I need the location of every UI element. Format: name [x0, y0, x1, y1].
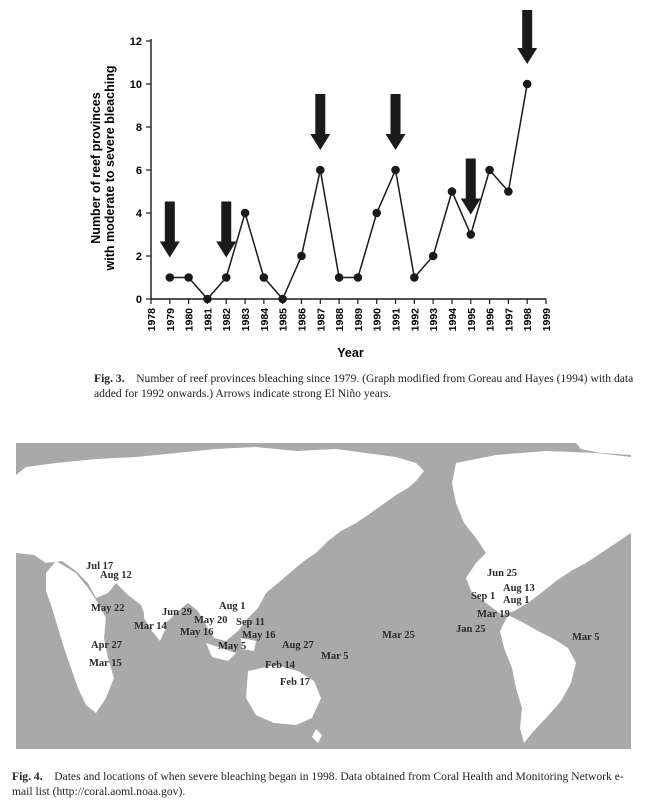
data-point — [391, 165, 400, 175]
map-date-label: May 16 — [180, 627, 214, 638]
y-axis-title-line: with moderate to severe bleaching — [103, 66, 117, 272]
map-date-label: Aug 1 — [503, 595, 530, 606]
y-axis: 0 2 4 6 8 10 12 — [130, 36, 152, 306]
map-date-label: Mar 25 — [382, 630, 415, 641]
data-point — [184, 273, 193, 282]
el-nino-arrow — [460, 158, 481, 215]
world-bleaching-map: Jul 17 Aug 12 May 22 Jun 29 Aug 1 May 20 Sep 1… — [16, 443, 631, 749]
y-tick-label: 12 — [130, 36, 142, 48]
map-date-label: Jul 17 — [86, 561, 114, 572]
x-tick-label: 1993 — [428, 308, 440, 332]
map-date-label: Jun 29 — [162, 607, 193, 618]
x-tick-label: 1992 — [409, 308, 421, 332]
x-tick-label: 1979 — [165, 308, 177, 332]
el-nino-arrow — [385, 94, 406, 150]
data-point — [485, 165, 494, 175]
series-line — [169, 83, 528, 301]
map-date-label: May 16 — [242, 630, 276, 641]
land-masses — [16, 443, 631, 743]
data-point — [315, 165, 325, 175]
map-date-label: Aug 13 — [503, 583, 535, 594]
data-point — [372, 208, 382, 218]
map-date-label: Sep 1 — [471, 591, 496, 602]
y-tick-label: 8 — [136, 122, 142, 134]
map-date-label: Mar 14 — [134, 621, 167, 632]
data-point — [297, 251, 306, 261]
el-nino-arrow — [216, 201, 237, 258]
data-point — [240, 208, 250, 218]
data-point — [221, 273, 231, 282]
x-tick-label: 1991 — [391, 308, 403, 332]
data-point — [165, 273, 175, 282]
x-tick-label: 1983 — [240, 308, 252, 332]
x-tick-label: 1989 — [353, 308, 365, 332]
map-date-label: Aug 1 — [219, 601, 246, 612]
x-tick-label: 1988 — [334, 308, 346, 332]
map-date-label: Aug 12 — [100, 570, 132, 581]
world-map-graphic — [16, 443, 631, 749]
data-point — [428, 251, 438, 261]
data-point — [504, 187, 513, 196]
map-date-label: Mar 15 — [89, 658, 122, 669]
figure-3-label: Fig. 3. — [94, 372, 125, 385]
y-axis-title-line: Number of reef provinces — [89, 92, 103, 243]
figure-4-label: Fig. 4. — [12, 770, 43, 783]
map-date-label: Jan 25 — [456, 624, 486, 635]
x-tick-label: 1986 — [296, 308, 308, 332]
figure-4-caption: Fig. 4. Dates and locations of when seve… — [12, 769, 642, 799]
data-point — [447, 187, 457, 196]
y-axis-title: Number of reef provinceswith moderate to… — [89, 66, 117, 272]
data-point — [203, 294, 212, 304]
figure-3-caption: Fig. 3. Number of reef provinces bleachi… — [94, 371, 634, 401]
map-date-label: May 20 — [194, 615, 228, 626]
x-tick-label: 1990 — [372, 308, 384, 332]
y-tick-label: 10 — [130, 79, 142, 91]
map-date-label: May 22 — [91, 603, 125, 614]
x-tick-label: 1987 — [315, 308, 327, 332]
map-date-label: Mar 5 — [572, 632, 600, 643]
x-tick-label: 1995 — [466, 308, 478, 332]
x-tick-label: 1996 — [485, 308, 497, 332]
data-point — [522, 79, 532, 89]
x-axis: 1978 1979 1980 1981 1982 1983 1984 1985 1986 1987… — [146, 298, 553, 332]
x-tick-label: 1994 — [447, 308, 459, 332]
data-point — [410, 273, 419, 282]
x-tick-label: 1982 — [221, 308, 233, 332]
y-tick-label: 6 — [136, 165, 142, 177]
x-tick-label: 1980 — [184, 308, 196, 332]
map-date-label: Mar 19 — [477, 609, 510, 620]
el-nino-arrow — [159, 201, 180, 258]
figure-4-text: Dates and locations of when severe bleac… — [12, 770, 624, 798]
y-tick-label: 2 — [136, 251, 142, 263]
y-tick-label: 4 — [136, 208, 143, 220]
el-nino-arrows — [159, 10, 538, 258]
el-nino-arrow — [517, 10, 538, 64]
x-tick-label: 1997 — [503, 308, 515, 332]
data-point — [466, 230, 476, 239]
x-axis-title: Year — [337, 346, 364, 360]
data-point — [259, 273, 269, 282]
map-date-label: Feb 17 — [280, 677, 311, 688]
map-date-label: Jun 25 — [487, 568, 518, 579]
data-point — [334, 273, 344, 282]
map-date-label: Sep 11 — [236, 617, 265, 628]
x-tick-label: 1998 — [522, 308, 534, 332]
x-tick-label: 1981 — [202, 308, 214, 332]
map-date-label: Apr 27 — [91, 640, 123, 651]
figure-3-text: Number of reef provinces bleaching since… — [94, 372, 634, 400]
x-tick-label: 1984 — [259, 308, 271, 332]
data-point — [353, 273, 363, 282]
map-date-label: Mar 5 — [321, 651, 349, 662]
map-date-label: May 5 — [218, 641, 247, 652]
bleaching-series — [165, 79, 532, 304]
map-date-label: Aug 27 — [282, 640, 314, 651]
x-tick-label: 1999 — [541, 308, 553, 332]
x-tick-label: 1978 — [146, 308, 158, 332]
el-nino-arrow — [310, 94, 331, 150]
map-date-label: Feb 14 — [265, 660, 296, 671]
data-point — [278, 294, 287, 304]
x-tick-label: 1985 — [278, 308, 290, 332]
y-tick-label: 0 — [136, 294, 142, 306]
